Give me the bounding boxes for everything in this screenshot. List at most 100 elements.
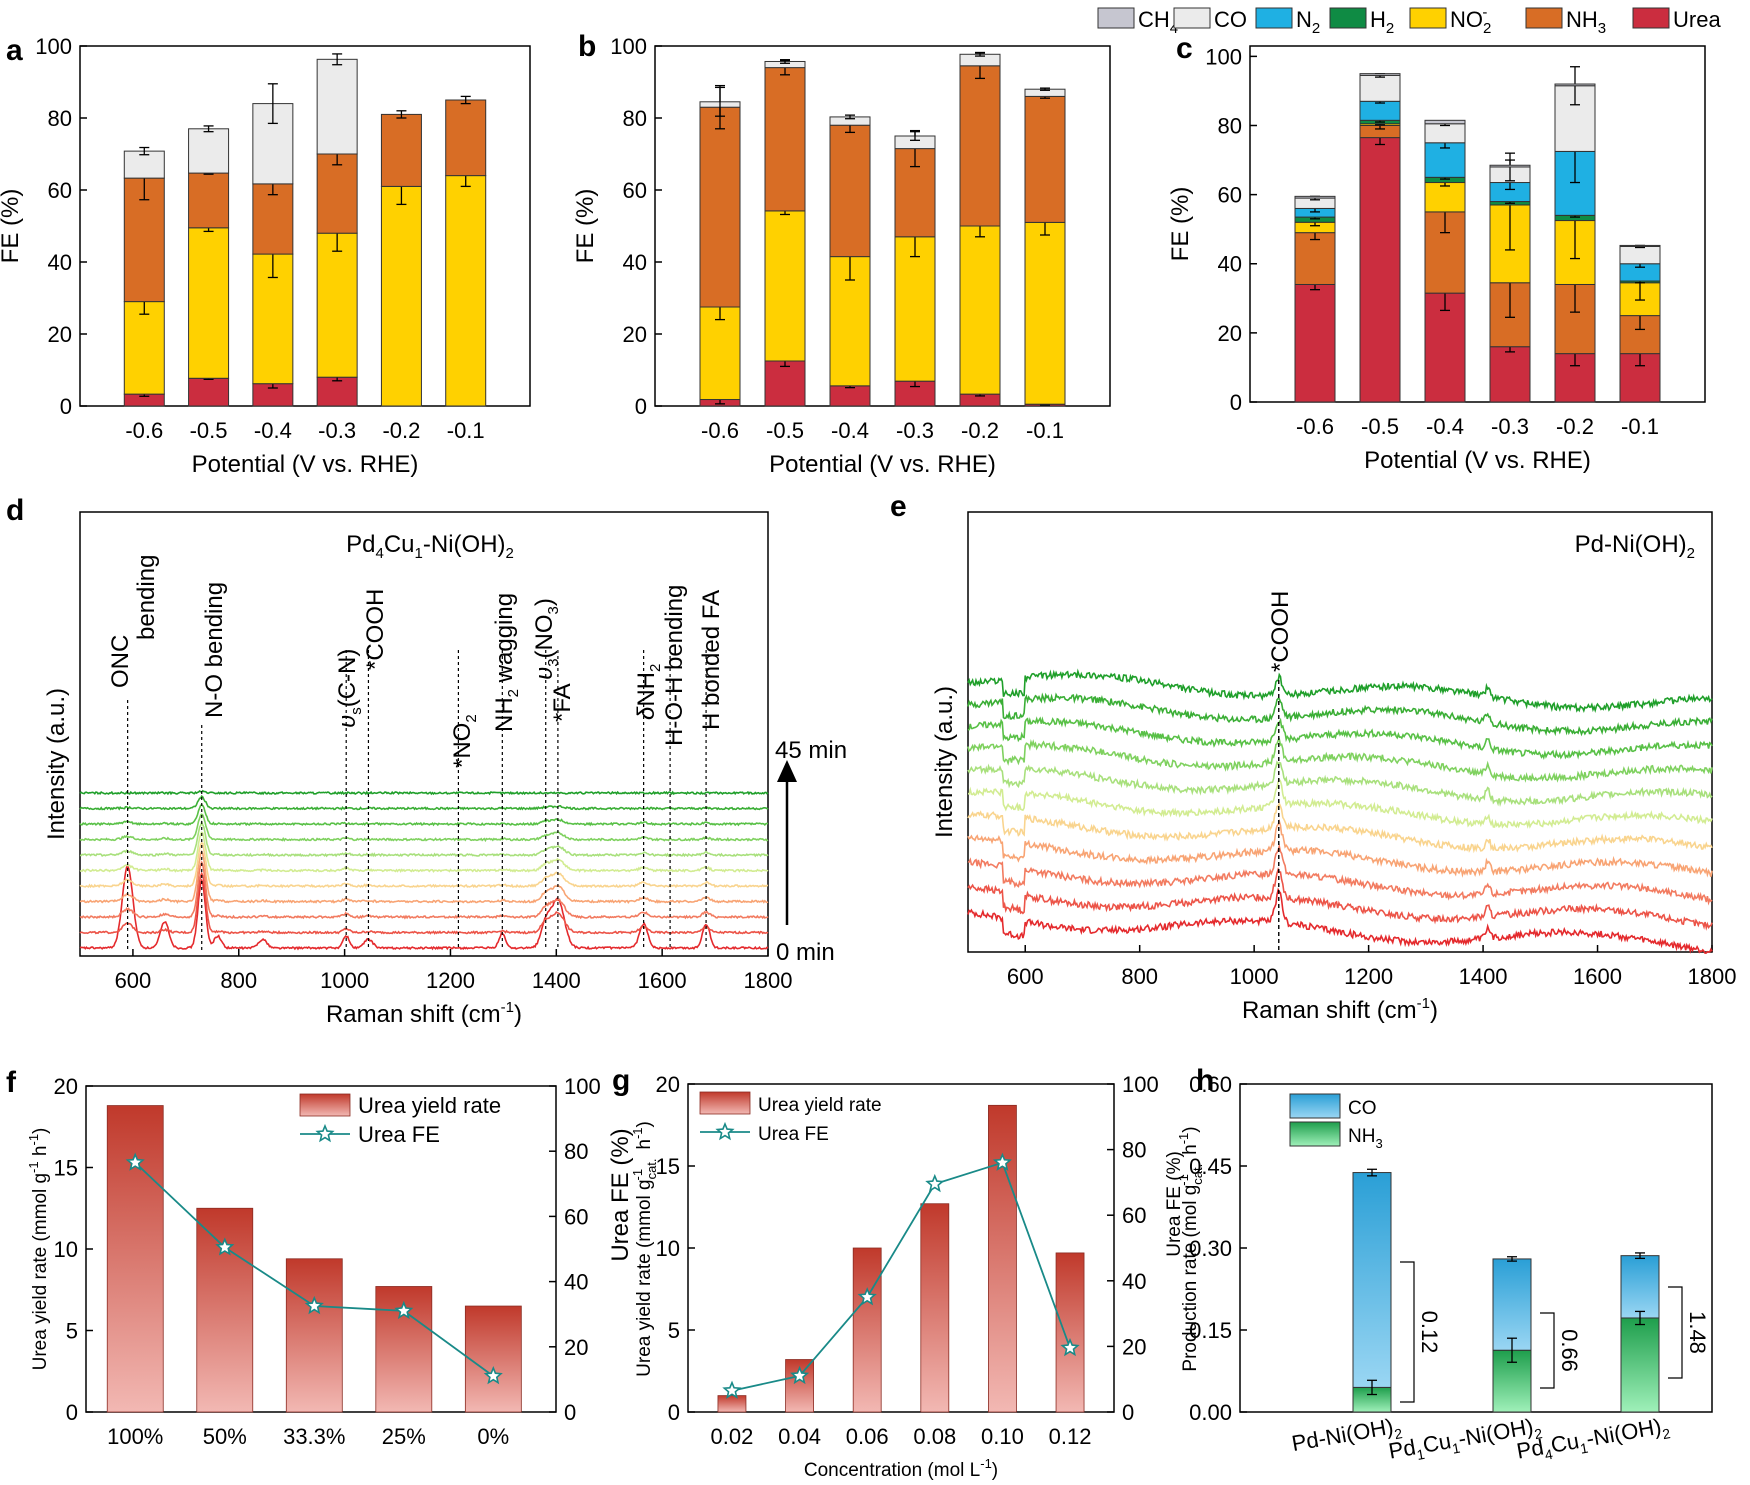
legend-swatch-co — [1289, 1093, 1341, 1119]
panel-a-fe-chart: 0 20 40 60 80 100 -0.6 -0.5 -0.4 -0.3 -0.2 -0.1 Pote… — [0, 34, 531, 478]
y-tick-label: 20 — [623, 322, 647, 347]
x-tick-label: 1200 — [426, 968, 475, 993]
panel-c-fe-chart: 0 20 40 60 80 100 -0.6 -0.5 -0.4 -0.3 -0.2 -0.1 Pote… — [1167, 44, 1706, 474]
y-tick-label: 0.00 — [1189, 1400, 1232, 1425]
y-tick-label: 20 — [54, 1074, 78, 1099]
x-tick-label: -0.2 — [1556, 414, 1594, 439]
bar-ch4 — [1294, 195, 1336, 199]
legend-label-urea: Urea — [1673, 7, 1721, 32]
bar-urea-yield — [717, 1395, 747, 1413]
x-axis-title: Concentration (mol L-1) — [804, 1456, 998, 1481]
bar-no2 — [316, 232, 358, 378]
legend-label-h2: H2 — [1370, 7, 1394, 37]
y-axis-title: FE (%) — [0, 189, 24, 264]
spectrum-trace — [79, 794, 769, 811]
fe-line — [731, 1161, 1071, 1392]
ratio-bracket — [1540, 1312, 1555, 1389]
y-tick-label: 10 — [54, 1237, 78, 1262]
y-axis-title: Urea yield rate (mmol gcat.-1 h-1) — [630, 1121, 659, 1377]
y-axis-title: Intensity (a.u.) — [931, 686, 958, 838]
spectrum-trace — [79, 819, 769, 858]
y-axis-title: FE (%) — [1167, 187, 1194, 262]
anno-cooh: *COOH — [362, 589, 389, 670]
bar-urea-yield — [285, 1258, 343, 1413]
bar-co — [188, 128, 230, 174]
x-tick-label: 0.08 — [913, 1424, 956, 1449]
legend-swatch-h2 — [1329, 7, 1367, 29]
x-tick-label: 0% — [477, 1424, 509, 1449]
bar-no2 — [188, 227, 230, 379]
x-tick-label: -0.5 — [766, 418, 804, 443]
y-tick-label: 80 — [1218, 113, 1242, 138]
time-end-label: 45 min — [775, 737, 847, 764]
x-tick-label: -0.2 — [382, 418, 420, 443]
fe-marker — [925, 1173, 945, 1193]
ratio-bracket — [1668, 1286, 1683, 1379]
x-tick-label: 1600 — [1573, 964, 1622, 989]
bar-ch4 — [1424, 119, 1466, 125]
bar-no2 — [445, 175, 487, 407]
y-tick-label: 80 — [48, 106, 72, 131]
x-tick-label: -0.1 — [1621, 414, 1659, 439]
x-axis-title: Potential (V vs. RHE) — [769, 451, 996, 478]
bar-no2 — [894, 236, 936, 382]
x-tick-label: -0.6 — [701, 418, 739, 443]
spectrum-trace — [967, 692, 1713, 737]
x-tick-label: 0.12 — [1049, 1424, 1092, 1449]
bar-nh3 — [829, 124, 871, 258]
anno-no-bending: N-O bending — [201, 582, 228, 718]
x-tick-label: 0.02 — [711, 1424, 754, 1449]
legend-top: CH4 CO N2 H2 NO2- NH3 Urea — [1097, 4, 1721, 37]
x-tick-label: -0.3 — [318, 418, 356, 443]
anno-nu3-no3: υ3(NO3) — [531, 598, 562, 680]
spectrum-trace — [967, 887, 1713, 954]
anno-onc-bending: bending — [133, 555, 160, 640]
bar-co — [1359, 74, 1401, 102]
legend-swatch-urea-yield — [299, 1093, 351, 1117]
spectrum-trace — [79, 841, 769, 889]
bar-nh3 — [380, 113, 422, 187]
panel-e-raman-chart: 600 800 1000 1200 1400 1600 1800 Raman shift (c… — [931, 511, 1736, 1024]
y2-tick-label: 80 — [1122, 1138, 1146, 1163]
fe-marker — [1060, 1337, 1080, 1357]
y-axis-title: Intensity (a.u.) — [43, 688, 70, 840]
y-tick-label: 0 — [66, 1400, 78, 1425]
y2-tick-label: 20 — [1122, 1334, 1146, 1359]
legend-swatch-urea-yield — [699, 1091, 751, 1115]
y-tick-label: 100 — [610, 34, 647, 59]
x-tick-label: 1200 — [1344, 964, 1393, 989]
ratio-bracket — [1400, 1261, 1415, 1403]
y-tick-label: 0.45 — [1189, 1154, 1232, 1179]
panel-letter-b: b — [578, 30, 596, 63]
anno-delta-nh2: δNH2 — [633, 664, 664, 720]
y2-tick-label: 40 — [564, 1270, 588, 1295]
panel-letter-h: h — [1196, 1064, 1214, 1097]
y-tick-label: 40 — [1218, 252, 1242, 277]
spectrum-trace — [968, 778, 1713, 829]
panel-b-fe-chart: 0 20 40 60 80 100 -0.6 -0.5 -0.4 -0.3 -0.2 -0.1 Pote… — [572, 34, 1111, 478]
bar-no2 — [959, 225, 1001, 395]
y-tick-label: 20 — [656, 1072, 680, 1097]
spectrum-trace — [79, 864, 769, 951]
bar-co — [1424, 123, 1466, 144]
y-tick-label: 60 — [1218, 183, 1242, 208]
plot-frame — [1249, 45, 1706, 403]
y2-tick-label: 60 — [1122, 1203, 1146, 1228]
y2-tick-label: 100 — [564, 1074, 601, 1099]
ratio-label: 1.48 — [1685, 1311, 1710, 1354]
y2-tick-label: 0 — [1122, 1400, 1134, 1425]
x-tick-label: 0.10 — [981, 1424, 1024, 1449]
spectrum-trace — [79, 831, 769, 873]
bar-nh3 — [699, 106, 741, 308]
x-tick-label: 50% — [203, 1424, 247, 1449]
x-tick-label: -0.5 — [190, 418, 228, 443]
y-tick-label: 0 — [60, 394, 72, 419]
legend-swatch-nh3 — [1289, 1121, 1341, 1147]
time-arrow-head — [777, 760, 797, 782]
bar-urea-yield — [785, 1359, 814, 1413]
fe-marker — [304, 1295, 324, 1315]
y-axis-title: Production rate (mol gcat.-1 h-1) — [1176, 1126, 1205, 1371]
y2-tick-label: 80 — [564, 1139, 588, 1164]
panel-d-title: Pd4Cu1-Ni(OH)2 — [346, 531, 514, 562]
plot-frame — [654, 45, 1111, 407]
